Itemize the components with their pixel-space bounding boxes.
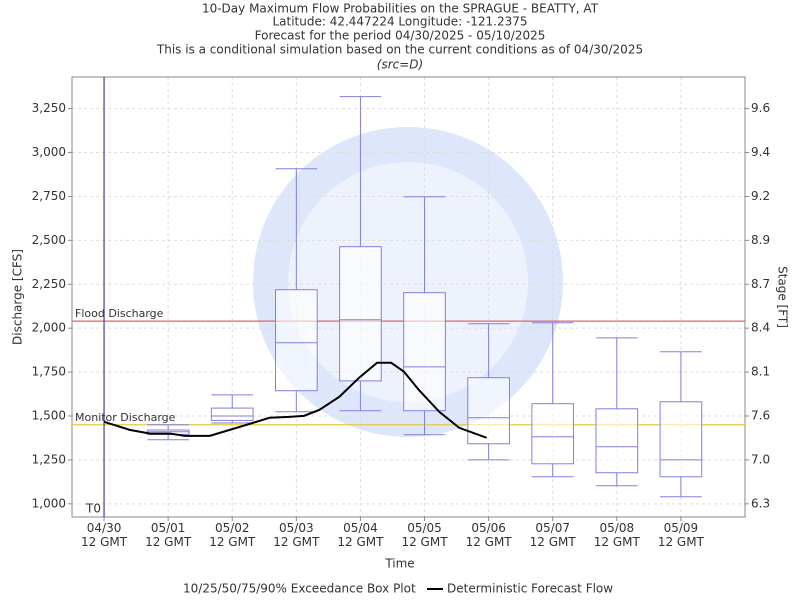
y2-tick-label: 9.6	[751, 101, 770, 115]
title-line: 10-Day Maximum Flow Probabilities on the…	[202, 2, 599, 16]
x-tick-label: 05/03 12 GMT	[273, 521, 320, 549]
y-tick-label: 2,250	[32, 277, 66, 291]
y-tick-label: 2,750	[32, 189, 66, 203]
y2-tick-label: 8.1	[751, 365, 770, 379]
y-tick-label: 1,750	[32, 365, 66, 379]
box	[275, 289, 318, 392]
x-tick-label: 05/01 12 GMT	[145, 521, 192, 549]
box	[467, 377, 510, 445]
x-tick-label: 05/04 12 GMT	[337, 521, 384, 549]
y2-tick-label: 7.6	[751, 409, 770, 423]
y2-tick-label: 8.4	[751, 321, 770, 335]
box	[659, 401, 703, 478]
y2-tick-label: 6.3	[751, 496, 770, 510]
y-tick-label: 2,500	[32, 233, 66, 247]
y-tick-label: 3,250	[32, 101, 66, 115]
y-tick-label: 1,000	[32, 496, 66, 510]
box	[595, 408, 639, 474]
legend-label: 10/25/50/75/90% Exceedance Box Plot	[183, 582, 416, 596]
forecast-line	[103, 361, 488, 439]
y2-axis-title: Stage [FT]	[776, 266, 790, 328]
title-line: Forecast for the period 04/30/2025 - 05/…	[255, 29, 546, 43]
box	[339, 246, 382, 382]
x-tick-label: 05/07 12 GMT	[529, 521, 576, 549]
title-line: This is a conditional simulation based o…	[156, 43, 643, 57]
box	[403, 292, 446, 412]
y-tick-label: 2,000	[32, 321, 66, 335]
subtitle: (src=D)	[377, 58, 423, 72]
legend-label: Deterministic Forecast Flow	[447, 582, 613, 596]
y2-tick-label: 8.9	[751, 233, 770, 247]
y2-tick-label: 9.4	[751, 145, 770, 159]
box	[531, 403, 575, 465]
box	[210, 407, 254, 421]
t0-label: T0	[85, 502, 101, 516]
x-tick-label: 05/08 12 GMT	[593, 521, 640, 549]
y2-tick-label: 7.0	[751, 452, 770, 466]
x-tick-label: 05/02 12 GMT	[209, 521, 256, 549]
plot-frame	[71, 76, 746, 518]
title-line: Latitude: 42.447224 Longitude: -121.2375	[272, 15, 527, 29]
y-tick-label: 1,250	[32, 452, 66, 466]
y-tick-label: 3,000	[32, 145, 66, 159]
x-tick-label: 05/09 12 GMT	[657, 521, 704, 549]
y-tick-label: 1,500	[32, 409, 66, 423]
x-tick-label: 05/05 12 GMT	[401, 521, 448, 549]
y-axis-title: Discharge [CFS]	[11, 249, 25, 345]
y2-tick-label: 8.7	[751, 277, 770, 291]
threshold-label: Monitor Discharge	[75, 411, 176, 424]
threshold-label: Flood Discharge	[75, 307, 164, 320]
x-tick-label: 04/30 12 GMT	[81, 521, 128, 549]
x-tick-label: 05/06 12 GMT	[465, 521, 512, 549]
y2-tick-label: 9.2	[751, 189, 770, 203]
x-axis-title: Time	[384, 557, 414, 571]
